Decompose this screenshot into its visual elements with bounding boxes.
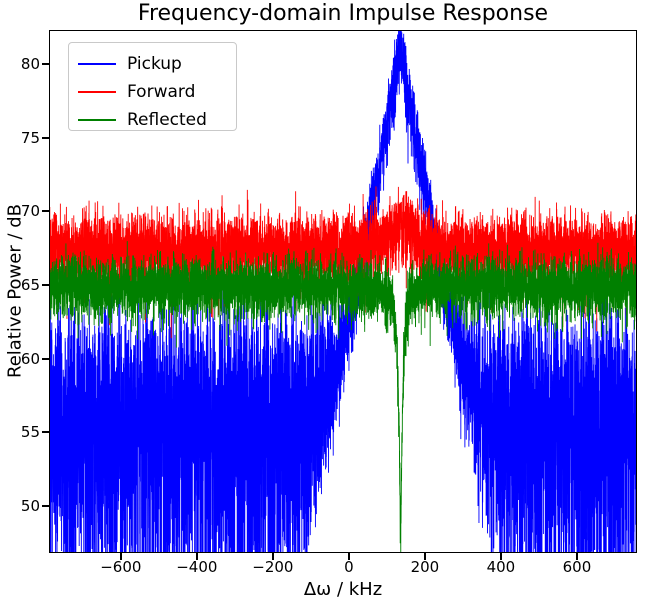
legend-label-reflected: Reflected [127,110,207,130]
y-tick-mark [42,210,49,213]
y-tick-label: 80 [20,54,40,73]
legend-item-forward: Forward [69,78,236,106]
legend-label-pickup: Pickup [127,54,182,74]
x-tick-mark [575,553,578,560]
y-tick-label: 65 [20,275,40,294]
x-tick-mark [271,553,274,560]
y-tick-label: 55 [20,423,40,442]
y-axis-label: Relative Power / dB [4,203,26,379]
x-tick-mark [423,553,426,560]
x-axis-label: Δω / kHz [303,579,383,600]
legend-item-pickup: Pickup [69,50,236,78]
y-tick-mark [42,431,49,434]
chart-title: Frequency-domain Impulse Response [137,1,549,26]
x-tick-mark [119,553,122,560]
reflected-line-swatch [78,119,116,121]
y-tick-mark [42,283,49,286]
y-tick-mark [42,357,49,360]
x-tick-label: 400 [486,558,516,576]
x-tick-label: −200 [252,558,294,576]
y-tick-mark [42,504,49,507]
y-tick-label: 50 [20,496,40,515]
y-tick-label: 75 [20,128,40,147]
forward-line-swatch [78,91,116,93]
y-tick-label: 70 [20,202,40,221]
y-tick-label: 60 [20,349,40,368]
y-tick-mark [42,62,49,65]
pickup-line-swatch [78,63,116,65]
legend: Pickup Forward Reflected [68,42,237,131]
y-tick-mark [42,136,49,139]
x-tick-mark [499,553,502,560]
x-tick-label: 0 [344,558,354,576]
x-tick-label: 600 [562,558,592,576]
x-tick-mark [195,553,198,560]
x-tick-label: 200 [410,558,440,576]
x-tick-label: −600 [100,558,142,576]
x-tick-mark [347,553,350,560]
legend-label-forward: Forward [127,82,196,102]
legend-item-reflected: Reflected [69,106,236,134]
x-tick-label: −400 [176,558,218,576]
